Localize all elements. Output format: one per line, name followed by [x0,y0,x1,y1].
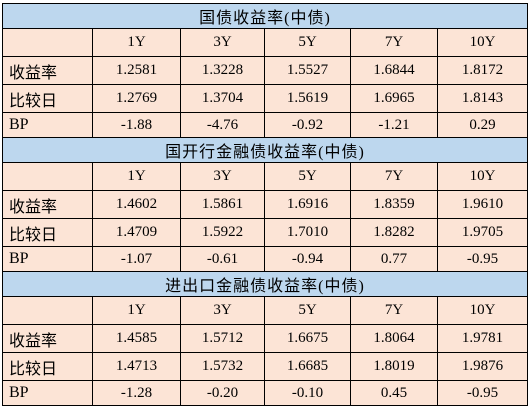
value-cell: -0.20 [180,380,265,406]
column-header: 5Y [264,296,351,325]
row-label: 收益率 [2,56,93,85]
value-cell: -0.92 [264,112,351,138]
header-blank [2,296,93,325]
row-label: 收益率 [2,190,93,219]
value-cell: 1.6965 [350,84,438,113]
value-cell: 0.29 [436,112,529,138]
value-cell: 1.5922 [180,218,265,247]
column-header: 5Y [264,162,351,191]
data-row: 收益率 1.4585 1.5712 1.6675 1.8064 1.9781 [2,324,529,353]
value-cell: 1.5712 [180,324,265,353]
value-cell: 1.5619 [264,84,351,113]
data-row: 比较日 1.4709 1.5922 1.7010 1.8282 1.9705 [2,218,529,247]
data-row: BP -1.88 -4.76 -0.92 -1.21 0.29 [2,112,529,138]
section-title-row: 国开行金融债收益率(中债) [1,137,529,163]
value-cell: 1.8064 [350,324,438,353]
value-cell: -0.10 [264,380,351,406]
column-header: 10Y [436,296,529,325]
yield-table: 国债收益率(中债) 1Y 3Y 5Y 7Y 10Y 收益率 1.2581 1.3228 1.552… [1,3,529,406]
value-cell: 1.8143 [436,84,529,113]
section-title-row: 进出口金融债收益率(中债) [1,271,529,297]
yield-table-wrap: 国债收益率(中债) 1Y 3Y 5Y 7Y 10Y 收益率 1.2581 1.3228 1.552… [1,3,529,406]
section-title-row: 国债收益率(中债) [1,3,529,29]
value-cell: -4.76 [180,112,265,138]
data-row: 比较日 1.4713 1.5732 1.6685 1.8019 1.9876 [2,352,529,381]
value-cell: 1.5732 [180,352,265,381]
value-cell: -1.88 [92,112,181,138]
value-cell: 1.8019 [350,352,438,381]
value-cell: -1.07 [92,246,181,272]
column-header: 3Y [180,162,265,191]
section-title: 国债收益率(中债) [1,3,529,29]
column-header: 5Y [264,28,351,57]
value-cell: 1.9705 [436,218,529,247]
value-cell: 1.3704 [180,84,265,113]
column-header: 10Y [436,162,529,191]
value-cell: 1.6916 [264,190,351,219]
column-header: 1Y [92,162,181,191]
header-blank [2,28,93,57]
data-row: BP -1.07 -0.61 -0.94 0.77 -0.95 [2,246,529,272]
row-label: 比较日 [2,352,93,381]
header-row: 1Y 3Y 5Y 7Y 10Y [2,296,529,325]
value-cell: -1.21 [350,112,438,138]
value-cell: 1.2769 [92,84,181,113]
column-header: 7Y [350,162,438,191]
value-cell: 1.4713 [92,352,181,381]
data-row: 收益率 1.2581 1.3228 1.5527 1.6844 1.8172 [2,56,529,85]
data-row: BP -1.28 -0.20 -0.10 0.45 -0.95 [2,380,529,406]
section-title: 进出口金融债收益率(中债) [1,271,529,297]
value-cell: 1.4585 [92,324,181,353]
row-label: BP [2,112,93,138]
column-header: 7Y [350,28,438,57]
value-cell: 1.7010 [264,218,351,247]
value-cell: -0.94 [264,246,351,272]
data-row: 收益率 1.4602 1.5861 1.6916 1.8359 1.9610 [2,190,529,219]
column-header: 3Y [180,28,265,57]
value-cell: 1.8172 [436,56,529,85]
value-cell: -0.95 [436,380,529,406]
row-label: BP [2,380,93,406]
value-cell: 1.5527 [264,56,351,85]
row-label: 收益率 [2,324,93,353]
value-cell: 1.2581 [92,56,181,85]
row-label: BP [2,246,93,272]
value-cell: 0.77 [350,246,438,272]
value-cell: 1.6685 [264,352,351,381]
header-row: 1Y 3Y 5Y 7Y 10Y [2,162,529,191]
value-cell: -0.61 [180,246,265,272]
value-cell: 1.4709 [92,218,181,247]
section-title: 国开行金融债收益率(中债) [1,137,529,163]
value-cell: 1.4602 [92,190,181,219]
header-row: 1Y 3Y 5Y 7Y 10Y [2,28,529,57]
value-cell: 1.5861 [180,190,265,219]
value-cell: 0.45 [350,380,438,406]
value-cell: 1.6844 [350,56,438,85]
value-cell: 1.3228 [180,56,265,85]
column-header: 7Y [350,296,438,325]
value-cell: 1.8282 [350,218,438,247]
header-blank [2,162,93,191]
value-cell: 1.8359 [350,190,438,219]
row-label: 比较日 [2,218,93,247]
value-cell: 1.9781 [436,324,529,353]
data-row: 比较日 1.2769 1.3704 1.5619 1.6965 1.8143 [2,84,529,113]
value-cell: 1.9610 [436,190,529,219]
value-cell: 1.6675 [264,324,351,353]
column-header: 3Y [180,296,265,325]
row-label: 比较日 [2,84,93,113]
value-cell: 1.9876 [436,352,529,381]
column-header: 10Y [436,28,529,57]
column-header: 1Y [92,296,181,325]
value-cell: -0.95 [436,246,529,272]
value-cell: -1.28 [92,380,181,406]
column-header: 1Y [92,28,181,57]
